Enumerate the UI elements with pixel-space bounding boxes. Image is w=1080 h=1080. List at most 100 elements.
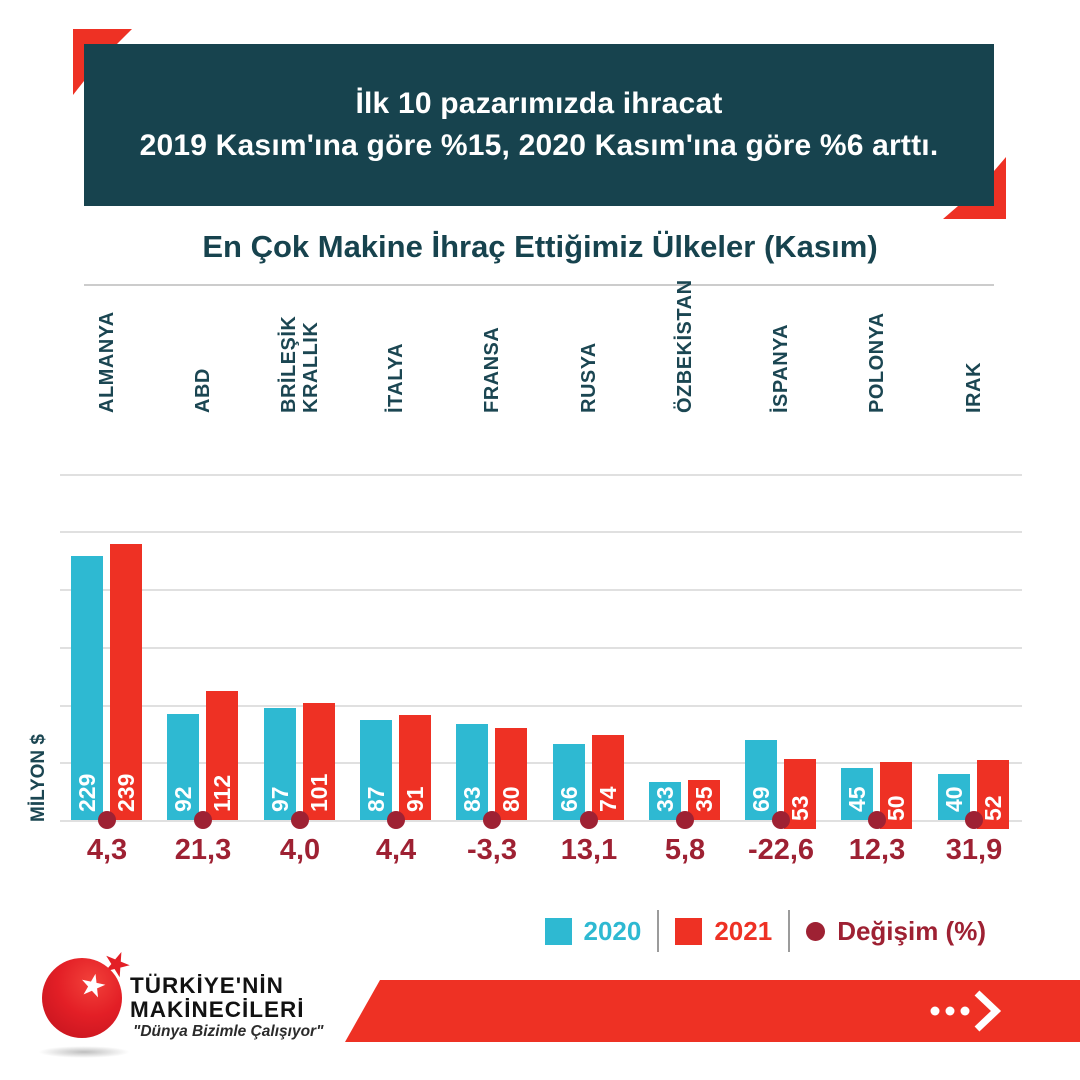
- header-line-1: İlk 10 pazarımızda ihracat: [355, 87, 723, 120]
- banner-corner-accent-bottom-right-icon: [943, 157, 1006, 219]
- next-arrow-banner[interactable]: [345, 980, 1080, 1042]
- bar-2020: [360, 720, 392, 820]
- bar-2021: [206, 691, 238, 820]
- value-label-2020: 45: [844, 786, 870, 812]
- bar-2021: [303, 703, 335, 820]
- value-label-2020: 33: [652, 786, 678, 812]
- brand-tagline: "Dünya Bizimle Çalışıyor": [133, 1023, 324, 1040]
- brand-name-line-2: MAKİNECİLERİ: [130, 997, 305, 1022]
- bar-2021: [495, 728, 527, 820]
- change-label: -3,3: [467, 834, 517, 866]
- change-label: 4,3: [86, 834, 128, 866]
- logo-shadow: [38, 1046, 130, 1058]
- country-label: İTALYA: [385, 342, 407, 413]
- value-label-2021: 239: [113, 773, 139, 812]
- value-label-2021: 101: [306, 773, 332, 812]
- country-label: RUSYA: [578, 342, 600, 413]
- value-label-2021: 112: [209, 774, 235, 812]
- legend-divider: [788, 910, 791, 952]
- bar-2020: [71, 556, 103, 820]
- value-label-2020: 87: [363, 786, 389, 812]
- bar-2021: [688, 780, 720, 820]
- legend-label-2021: 2021: [714, 915, 773, 946]
- banner-corner-accent-top-left-icon: [73, 29, 132, 95]
- grid-line: [60, 589, 1022, 591]
- change-dot-icon: [965, 811, 983, 829]
- change-dot-icon: [98, 811, 116, 829]
- logo-circle-icon: [42, 958, 122, 1038]
- change-label: 12,3: [848, 834, 906, 866]
- value-label-2021: 80: [498, 786, 524, 812]
- country-label: POLONYA: [866, 312, 888, 413]
- change-label: 13,1: [560, 834, 618, 866]
- change-dot-icon: [868, 811, 886, 829]
- y-axis-label: MİLYON $: [28, 734, 49, 822]
- country-label: İSPANYA: [770, 323, 792, 413]
- change-dot-icon: [291, 811, 309, 829]
- bar-2020: [938, 774, 970, 820]
- legend-change-dot-icon: [806, 921, 826, 941]
- value-label-2020: 97: [267, 786, 293, 812]
- ellipsis-chevron-right-icon: [930, 990, 1002, 1032]
- legend-swatch-2020: [544, 917, 572, 945]
- chart-title: En Çok Makine İhraç Ettiğimiz Ülkeler (K…: [202, 229, 878, 264]
- value-label-2021: 52: [980, 795, 1006, 821]
- header-line-2: 2019 Kasım'ına göre %15, 2020 Kasım'ına …: [139, 129, 939, 162]
- legend-label-2020: 2020: [583, 915, 642, 946]
- change-label: -22,6: [747, 834, 815, 866]
- grid-line: [60, 474, 1022, 476]
- change-label: 4,4: [375, 834, 417, 866]
- grid-line: [60, 762, 1022, 764]
- chart-legend: 2020 2021 Değişim (%): [540, 908, 986, 954]
- bar-2020: [167, 714, 199, 820]
- bar-2020: [553, 744, 585, 820]
- value-label-2020: 69: [748, 786, 774, 812]
- grid-line: [60, 820, 1022, 822]
- bar-2020: [456, 724, 488, 820]
- bar-2020: [841, 768, 873, 820]
- bar-2020: [264, 708, 296, 820]
- bar-2021: [592, 735, 624, 820]
- change-label: 31,9: [945, 834, 1003, 866]
- country-label: ALMANYA: [96, 311, 118, 413]
- bar-2021: [399, 715, 431, 820]
- change-dot-icon: [772, 811, 790, 829]
- change-dot-icon: [676, 811, 694, 829]
- country-label: FRANSA: [481, 326, 503, 413]
- header-banner: İlk 10 pazarımızda ihracat 2019 Kasım'ın…: [84, 44, 994, 206]
- legend-label-change: Değişim (%): [837, 915, 986, 946]
- grid-line: [60, 705, 1022, 707]
- bar-2021: [110, 544, 142, 820]
- value-label-2020: 92: [170, 786, 196, 812]
- legend-item-2021: 2021: [675, 916, 772, 947]
- legend-item-change: Değişim (%): [806, 916, 986, 947]
- country-label: ÖZBEKİSTAN: [674, 279, 696, 413]
- country-label: BRİLEŞİK KRALLIK: [278, 315, 322, 413]
- grid-line: [60, 647, 1022, 649]
- bar-2020: [745, 740, 777, 820]
- value-label-2020: 40: [941, 786, 967, 812]
- value-label-2020: 66: [556, 786, 582, 812]
- value-label-2021: 50: [883, 795, 909, 821]
- change-dot-icon: [580, 811, 598, 829]
- value-label-2021: 91: [402, 786, 428, 812]
- change-dot-icon: [483, 811, 501, 829]
- bar-2020: [649, 782, 681, 820]
- value-label-2020: 83: [459, 786, 485, 812]
- grid-line: [60, 531, 1022, 533]
- value-label-2021: 35: [691, 786, 717, 812]
- value-label-2020: 229: [74, 773, 100, 812]
- value-label-2021: 53: [787, 795, 813, 821]
- legend-swatch-2021: [675, 917, 703, 945]
- value-label-2021: 74: [595, 786, 621, 812]
- brand-name-line-1: TÜRKİYE'NİN: [130, 973, 284, 998]
- title-divider: [84, 284, 994, 286]
- country-label: IRAK: [963, 362, 985, 413]
- change-dot-icon: [194, 811, 212, 829]
- change-label: 4,0: [279, 834, 321, 866]
- legend-divider: [657, 910, 660, 952]
- change-label: 21,3: [174, 834, 232, 866]
- country-label: ABD: [192, 368, 214, 413]
